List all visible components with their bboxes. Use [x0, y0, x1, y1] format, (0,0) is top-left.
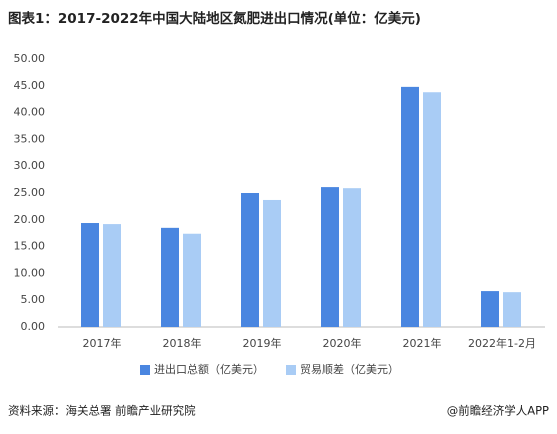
x-tick-label: 2021年	[403, 336, 442, 350]
x-tick-label: 2019年	[243, 336, 282, 350]
y-tick-label: 10.00	[14, 266, 46, 279]
y-tick-label: 40.00	[14, 106, 46, 119]
bar	[263, 199, 281, 327]
bar	[503, 292, 521, 327]
y-tick-label: 0.00	[21, 320, 46, 333]
bar	[241, 193, 259, 327]
bar	[161, 227, 179, 327]
bar	[481, 291, 499, 327]
x-tick-label: 2017年	[83, 336, 122, 350]
y-tick-label: 35.00	[14, 132, 46, 145]
legend-swatch	[286, 365, 296, 375]
y-tick-label: 45.00	[14, 79, 46, 92]
legend-swatch	[140, 365, 150, 375]
y-tick-label: 50.00	[14, 52, 46, 65]
y-tick-label: 25.00	[14, 186, 46, 199]
bar	[401, 86, 419, 327]
x-tick-label: 2022年1-2月	[468, 336, 536, 350]
source: 资料来源：海关总署 前瞻产业研究院	[8, 404, 196, 418]
chart-title: 图表1：2017-2022年中国大陆地区氮肥进出口情况(单位：亿美元)	[8, 10, 421, 27]
y-tick-label: 20.00	[14, 213, 46, 226]
y-tick-label: 30.00	[14, 159, 46, 172]
y-tick-label: 5.00	[21, 293, 46, 306]
bar	[423, 92, 441, 328]
credit: @前瞻经济学人APP	[447, 404, 549, 418]
x-tick-label: 2020年	[323, 336, 362, 350]
x-tick-label: 2018年	[163, 336, 202, 350]
legend-label: 贸易顺差（亿美元）	[300, 362, 399, 376]
bar	[183, 233, 201, 327]
bar	[321, 187, 339, 327]
bar	[103, 224, 121, 327]
bar	[81, 223, 99, 327]
legend-label: 进出口总额（亿美元）	[154, 362, 264, 376]
y-tick-label: 15.00	[14, 240, 46, 253]
bar	[343, 188, 361, 327]
